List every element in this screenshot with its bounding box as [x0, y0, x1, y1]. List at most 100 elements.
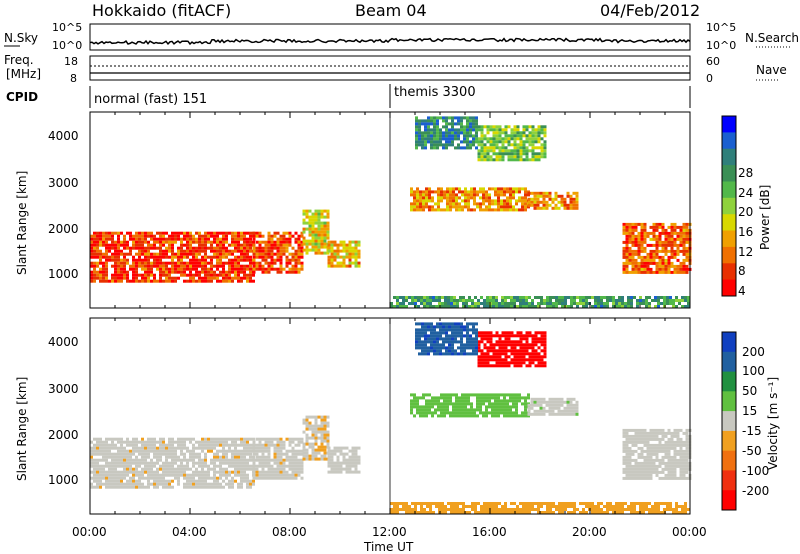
echo-cell-region-9 — [471, 508, 474, 511]
power-cbar-tick-8: 8 — [738, 264, 746, 278]
echo-cell-region-6 — [531, 137, 535, 141]
echo-cell-region-0 — [216, 243, 219, 247]
echo-cell-region-0 — [105, 443, 108, 447]
echo-cell-region-0 — [153, 470, 156, 474]
echo-cell-region-8 — [655, 470, 659, 474]
echo-cell-region-7 — [418, 134, 421, 138]
echo-cell-region-0 — [159, 252, 162, 256]
echo-cell-region-0 — [99, 243, 102, 247]
echo-cell-region-9 — [618, 296, 621, 299]
echo-cell-region-0 — [210, 264, 213, 268]
echo-cell-region-2 — [305, 436, 309, 440]
echo-cell-region-3 — [345, 446, 349, 450]
echo-cell-region-2 — [311, 212, 315, 216]
echo-cell-region-8 — [625, 437, 629, 441]
echo-cell-region-7 — [439, 143, 442, 147]
echo-cell-region-8 — [622, 443, 626, 447]
echo-cell-region-4 — [485, 411, 488, 415]
station-title: Hokkaido (fitACF) — [92, 1, 231, 20]
echo-cell-region-4 — [515, 190, 518, 194]
echo-cell-region-4 — [494, 193, 497, 197]
echo-cell-region-0 — [231, 437, 234, 441]
echo-cell-region-0 — [237, 270, 240, 274]
echo-cell-region-0 — [135, 264, 138, 268]
echo-cell-region-0 — [246, 237, 249, 241]
echo-cell-region-4 — [512, 393, 515, 397]
echo-cell-region-0 — [195, 249, 198, 253]
echo-cell-region-0 — [213, 237, 216, 241]
echo-cell-region-5 — [566, 412, 570, 416]
echo-cell-region-0 — [138, 237, 141, 241]
echo-cell-region-9 — [399, 302, 402, 305]
echo-cell-region-2 — [314, 415, 318, 419]
echo-cell-region-7 — [424, 134, 427, 138]
echo-cell-region-8 — [670, 473, 674, 477]
echo-cell-region-1 — [267, 437, 271, 441]
echo-cell-region-0 — [135, 246, 138, 250]
echo-cell-region-4 — [467, 408, 470, 412]
echo-cell-region-4 — [431, 414, 434, 418]
echo-cell-region-0 — [165, 467, 168, 471]
echo-cell-region-1 — [270, 473, 274, 477]
echo-cell-region-6 — [504, 134, 508, 138]
echo-cell-region-0 — [168, 485, 171, 489]
echo-cell-region-6 — [516, 146, 520, 150]
echo-cell-region-4 — [467, 396, 470, 400]
echo-cell-region-4 — [458, 187, 461, 191]
echo-cell-region-0 — [117, 461, 120, 465]
echo-cell-region-4 — [488, 193, 491, 197]
echo-cell-region-6 — [540, 364, 544, 368]
echo-cell-region-6 — [480, 358, 484, 362]
echo-cell-region-0 — [108, 237, 111, 241]
echo-cell-region-7 — [436, 128, 439, 132]
echo-cell-region-6 — [522, 134, 526, 138]
echo-cell-region-6 — [519, 355, 523, 359]
echo-cell-region-7 — [454, 122, 457, 126]
echo-cell-region-6 — [498, 349, 502, 353]
echo-cell-region-7 — [457, 146, 460, 150]
echo-cell-region-2 — [308, 424, 312, 428]
echo-cell-region-9 — [666, 302, 669, 305]
echo-cell-region-8 — [634, 258, 638, 262]
echo-cell-region-9 — [420, 505, 423, 508]
echo-cell-region-0 — [243, 273, 246, 277]
echo-cell-region-0 — [198, 279, 201, 283]
echo-cell-region-9 — [483, 511, 486, 514]
echo-cell-region-8 — [646, 440, 650, 444]
echo-cell-region-7 — [436, 325, 439, 329]
echo-cell-region-5 — [530, 203, 534, 207]
echo-cell-region-2 — [302, 451, 306, 455]
echo-cell-region-0 — [240, 473, 243, 477]
echo-cell-region-0 — [231, 461, 234, 465]
echo-cell-region-0 — [129, 449, 132, 453]
echo-cell-region-0 — [150, 270, 153, 274]
echo-cell-region-0 — [180, 449, 183, 453]
echo-cell-region-0 — [198, 485, 201, 489]
echo-cell-region-0 — [174, 446, 177, 450]
echo-cell-region-4 — [431, 405, 434, 409]
echo-cell-region-0 — [132, 443, 135, 447]
echo-cell-region-9 — [618, 305, 621, 308]
echo-cell-region-9 — [462, 511, 465, 514]
echo-cell-region-9 — [480, 511, 483, 514]
echo-cell-region-8 — [664, 446, 668, 450]
echo-cell-region-0 — [207, 276, 210, 280]
echo-cell-region-4 — [440, 187, 443, 191]
echo-cell-region-0 — [177, 237, 180, 241]
echo-cell-region-6 — [522, 149, 526, 153]
echo-cell-region-7 — [442, 137, 445, 141]
echo-cell-region-4 — [521, 199, 524, 203]
echo-cell-region-0 — [216, 458, 219, 462]
echo-cell-region-0 — [102, 264, 105, 268]
echo-cell-region-4 — [467, 208, 470, 212]
echo-cell-region-0 — [126, 231, 129, 235]
echo-cell-region-6 — [519, 337, 523, 341]
echo-cell-region-2 — [314, 421, 318, 425]
echo-cell-region-4 — [509, 414, 512, 418]
echo-cell-region-8 — [625, 258, 629, 262]
echo-cell-region-0 — [102, 467, 105, 471]
echo-cell-region-9 — [414, 299, 417, 302]
echo-cell-region-8 — [622, 434, 626, 438]
echo-cell-region-5 — [566, 206, 570, 210]
echo-cell-region-0 — [150, 458, 153, 462]
